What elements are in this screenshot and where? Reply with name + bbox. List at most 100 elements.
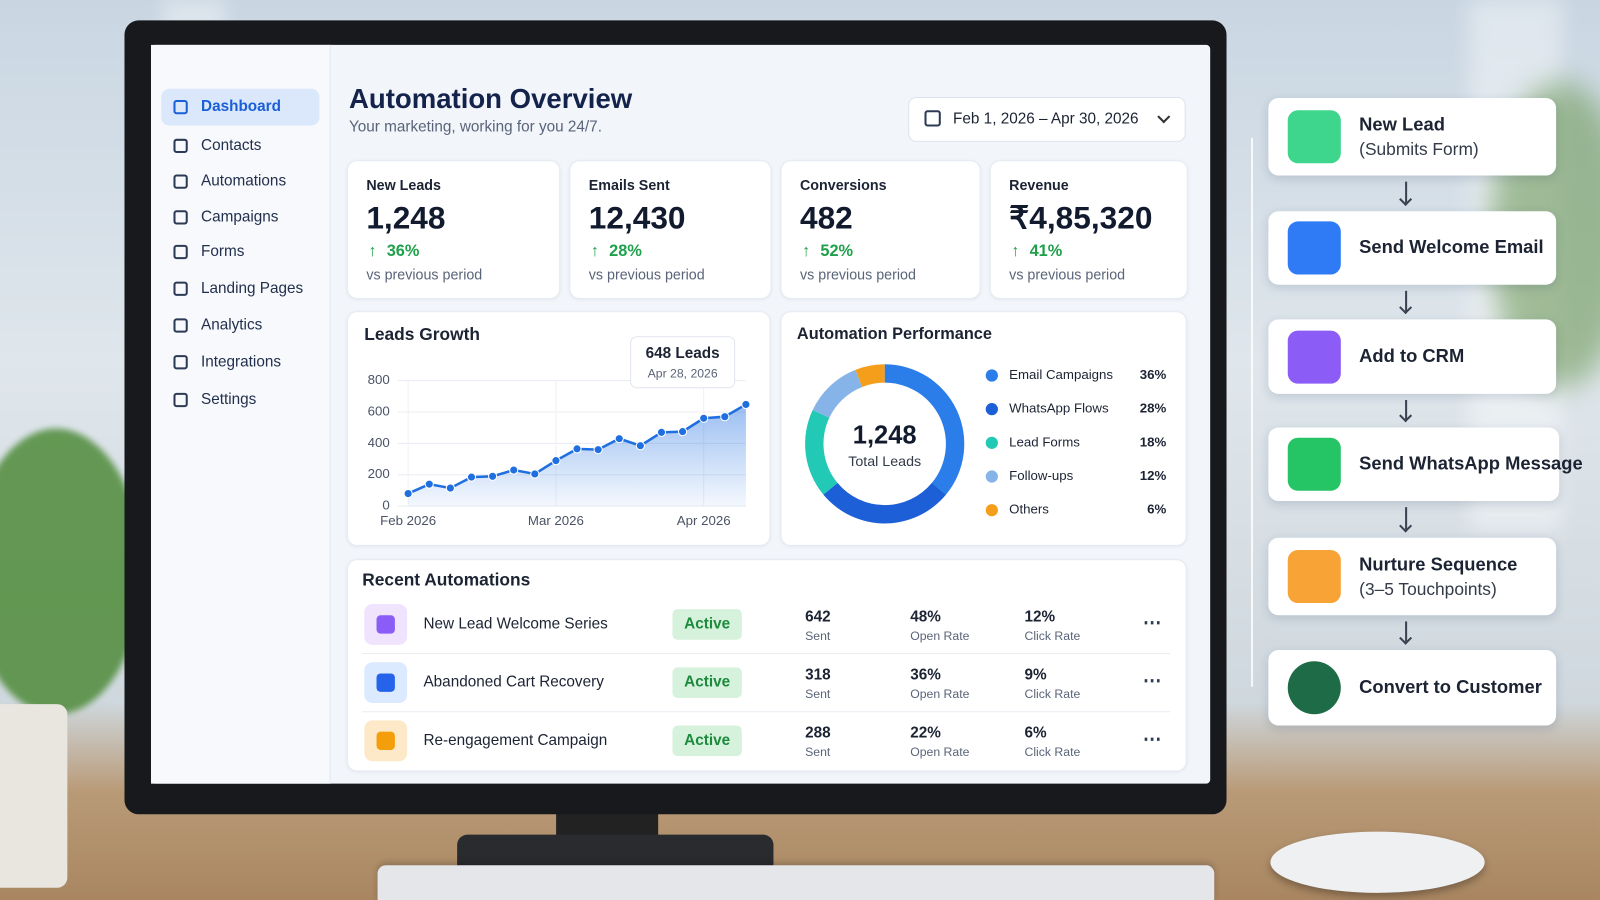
workflow-icon	[1287, 549, 1341, 604]
metric-value: 642	[805, 608, 831, 626]
nav-item[interactable]: Dashboard	[161, 88, 320, 126]
nav-label: Settings	[201, 390, 257, 409]
metric-label: Open Rate	[910, 686, 970, 702]
flow-arrow	[1405, 399, 1408, 420]
kpi-change: 36%	[386, 242, 420, 261]
kpi-card: Revenue ₹4,85,320 ↑ 41% vs previous period	[989, 160, 1188, 299]
nav-label: Campaigns	[201, 208, 279, 226]
nav-label: Dashboard	[201, 97, 281, 116]
metric-value: 318	[805, 666, 831, 684]
flow-arrow	[1405, 181, 1408, 204]
nav-item[interactable]: Integrations	[161, 344, 319, 381]
more-menu[interactable]: ⋯	[1142, 612, 1162, 633]
keyboard	[377, 865, 1215, 900]
nav-label: Integrations	[201, 353, 282, 371]
workflow-title: Convert to Customer	[1359, 676, 1542, 697]
row-icon-glyph	[376, 673, 395, 692]
metric-label: Sent	[805, 744, 831, 760]
workflow-title: Send Welcome Email	[1359, 236, 1544, 258]
up-arrow: ↑	[1011, 242, 1020, 261]
workflow-title: Send WhatsApp Message	[1359, 453, 1583, 474]
workflow-icon	[1287, 437, 1341, 491]
card-title: Automation Performance	[796, 325, 992, 343]
sidebar	[151, 44, 331, 784]
calendar-icon	[924, 110, 941, 127]
metric-value: 9%	[1024, 666, 1047, 684]
kpi-label: New Leads	[366, 176, 441, 193]
metric-value: 48%	[910, 608, 941, 626]
status-badge: Active	[672, 667, 742, 698]
workflow-card: Convert to Customer	[1268, 649, 1557, 726]
recent-automations-card	[346, 559, 1187, 772]
metric-label: Click Rate	[1024, 744, 1081, 760]
metric-value: 36%	[910, 666, 941, 684]
workflow-card: New Lead (Submits Form)	[1268, 97, 1557, 176]
nav-icon	[173, 355, 188, 370]
nav-icon	[173, 99, 188, 115]
nav-label: Landing Pages	[201, 279, 304, 297]
nav-item[interactable]: Analytics	[161, 307, 319, 344]
nav-label: Automations	[201, 172, 287, 190]
leads-growth-card	[346, 311, 771, 546]
metric-label: Sent	[805, 686, 831, 702]
nav-item[interactable]: Settings	[161, 382, 319, 419]
automation-name: Re-engagement Campaign	[423, 731, 608, 749]
kpi-card: Emails Sent 12,430 ↑ 28% vs previous period	[569, 160, 772, 299]
metric-value: 288	[805, 724, 831, 742]
metric-label: Open Rate	[910, 628, 970, 643]
workflow-icon	[1287, 661, 1341, 715]
metric-label: Sent	[805, 628, 831, 643]
kpi-change: 28%	[609, 242, 642, 261]
nav-label: Analytics	[201, 316, 263, 334]
date-picker[interactable]: Feb 1, 2026 – Apr 30, 2026	[908, 96, 1186, 142]
more-menu[interactable]: ⋯	[1142, 670, 1162, 691]
kpi-value: 1,248	[366, 199, 446, 236]
nav-label: Contacts	[201, 136, 262, 155]
workflow-title: Nurture Sequence	[1359, 554, 1518, 575]
workflow-card: Add to CRM	[1268, 319, 1557, 394]
flow-arrowhead	[1399, 631, 1413, 645]
workflow-title: Add to CRM	[1359, 345, 1465, 366]
metric-value: 22%	[910, 724, 941, 742]
workflow-title: New Lead	[1359, 114, 1445, 135]
automation-performance-card	[780, 311, 1187, 546]
kpi-note: vs previous period	[1009, 266, 1126, 283]
card-title: Recent Automations	[362, 570, 531, 590]
date-range: Feb 1, 2026 – Apr 30, 2026	[953, 110, 1139, 128]
page-title: Automation Overview	[348, 83, 633, 115]
nav-item[interactable]: Automations	[161, 163, 319, 200]
kpi-value: ₹4,85,320	[1009, 199, 1153, 236]
nav-icon	[173, 281, 188, 296]
dropdown-chevron	[1157, 110, 1171, 124]
kpi-label: Conversions	[799, 176, 887, 193]
flow-arrow	[1405, 621, 1408, 642]
metric-value: 12%	[1024, 608, 1056, 626]
flow-connector	[1251, 137, 1254, 687]
up-arrow: ↑	[368, 242, 377, 261]
nav-icon	[173, 244, 188, 260]
kpi-note: vs previous period	[366, 266, 483, 283]
card-title: Leads Growth	[364, 324, 480, 344]
more-menu[interactable]: ⋯	[1142, 728, 1162, 749]
kpi-note: vs previous period	[588, 266, 705, 283]
metric-label: Click Rate	[1024, 686, 1081, 702]
row-icon-glyph	[376, 731, 395, 750]
row-icon	[364, 720, 408, 762]
plant-pot	[0, 704, 68, 888]
kpi-change: 52%	[820, 242, 854, 261]
plant	[0, 428, 143, 715]
nav-icon	[173, 210, 188, 225]
nav-item[interactable]: Contacts	[161, 128, 319, 165]
row-icon	[364, 604, 408, 645]
nav-item[interactable]: Campaigns	[161, 199, 319, 236]
status-badge: Active	[672, 725, 742, 757]
metric-label: Open Rate	[910, 744, 970, 760]
kpi-label: Emails Sent	[588, 176, 670, 193]
nav-item[interactable]: Forms	[161, 234, 319, 271]
workflow-card: Send WhatsApp Message	[1268, 427, 1583, 502]
metric-label: Click Rate	[1024, 628, 1081, 643]
nav-item[interactable]: Landing Pages	[161, 270, 319, 307]
automation-name: New Lead Welcome Series	[423, 615, 608, 633]
status-badge: Active	[672, 609, 742, 640]
